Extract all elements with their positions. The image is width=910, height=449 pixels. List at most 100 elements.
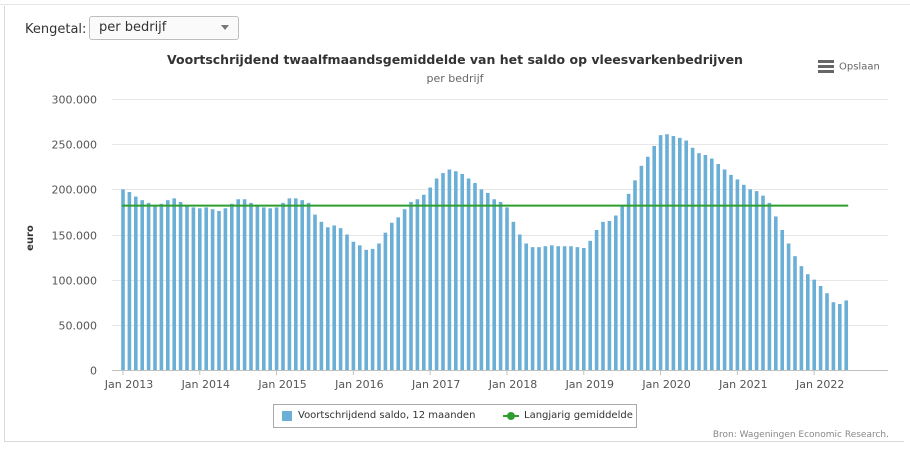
bar[interactable] bbox=[230, 203, 234, 370]
bar[interactable] bbox=[530, 247, 535, 370]
bar[interactable] bbox=[185, 205, 189, 370]
bar[interactable] bbox=[729, 174, 733, 370]
bar[interactable] bbox=[217, 211, 221, 370]
bar[interactable] bbox=[402, 209, 407, 370]
bar[interactable] bbox=[518, 234, 522, 371]
bar[interactable] bbox=[428, 187, 432, 370]
bar[interactable] bbox=[671, 136, 676, 370]
bar[interactable] bbox=[761, 195, 765, 370]
bar[interactable] bbox=[844, 300, 848, 370]
bar[interactable] bbox=[326, 227, 330, 370]
bar[interactable] bbox=[447, 169, 452, 370]
bar[interactable] bbox=[454, 171, 458, 370]
bar[interactable] bbox=[255, 205, 260, 370]
bar[interactable] bbox=[838, 304, 842, 370]
bar[interactable] bbox=[697, 153, 701, 370]
bar[interactable] bbox=[601, 221, 605, 370]
bar[interactable] bbox=[786, 243, 791, 370]
bar[interactable] bbox=[614, 215, 618, 370]
legend-item-saldo[interactable]: Voortschrijdend saldo, 12 maanden bbox=[282, 410, 475, 421]
bar[interactable] bbox=[633, 180, 637, 370]
bar[interactable] bbox=[345, 234, 349, 371]
bar[interactable] bbox=[198, 208, 202, 370]
bar[interactable] bbox=[153, 205, 157, 370]
bar[interactable] bbox=[268, 208, 272, 370]
bar[interactable] bbox=[262, 207, 266, 370]
bar[interactable] bbox=[319, 221, 324, 370]
bar[interactable] bbox=[191, 207, 196, 370]
bar[interactable] bbox=[748, 189, 752, 370]
bar[interactable] bbox=[812, 279, 816, 370]
bar[interactable] bbox=[306, 202, 311, 370]
bar[interactable] bbox=[780, 229, 784, 370]
bar[interactable] bbox=[121, 189, 125, 370]
bar[interactable] bbox=[607, 220, 612, 370]
bar[interactable] bbox=[498, 201, 503, 370]
bar[interactable] bbox=[178, 201, 183, 370]
bar[interactable] bbox=[441, 173, 445, 370]
bar[interactable] bbox=[652, 145, 656, 370]
bar[interactable] bbox=[146, 202, 151, 370]
bar[interactable] bbox=[281, 202, 285, 370]
bar[interactable] bbox=[505, 207, 509, 370]
bar[interactable] bbox=[127, 192, 132, 370]
bar[interactable] bbox=[479, 189, 484, 370]
bar[interactable] bbox=[249, 202, 253, 370]
bar[interactable] bbox=[415, 199, 420, 370]
kengetal-select[interactable]: per bedrijf bbox=[89, 16, 239, 40]
bar[interactable] bbox=[562, 246, 567, 370]
bar[interactable] bbox=[537, 247, 541, 370]
bar[interactable] bbox=[364, 249, 368, 370]
bar[interactable] bbox=[434, 178, 439, 370]
bar[interactable] bbox=[569, 246, 573, 370]
bar[interactable] bbox=[172, 198, 176, 370]
bar[interactable] bbox=[159, 203, 164, 370]
bar[interactable] bbox=[409, 201, 413, 370]
bar[interactable] bbox=[370, 248, 375, 370]
bar[interactable] bbox=[646, 156, 650, 370]
bar[interactable] bbox=[665, 134, 669, 370]
bar[interactable] bbox=[678, 137, 682, 370]
bar[interactable] bbox=[166, 200, 170, 370]
bar[interactable] bbox=[550, 245, 554, 370]
bar[interactable] bbox=[236, 199, 240, 370]
bar[interactable] bbox=[658, 135, 663, 370]
bar[interactable] bbox=[338, 228, 343, 370]
legend-item-gemiddelde[interactable]: Langjarig gemiddelde bbox=[503, 410, 633, 421]
bar[interactable] bbox=[486, 192, 490, 370]
bar[interactable] bbox=[377, 243, 381, 370]
bar[interactable] bbox=[492, 199, 496, 370]
bar[interactable] bbox=[274, 207, 279, 370]
bar[interactable] bbox=[767, 202, 772, 370]
bar[interactable] bbox=[722, 169, 727, 370]
bar[interactable] bbox=[710, 158, 714, 370]
bar[interactable] bbox=[799, 266, 804, 370]
bar[interactable] bbox=[358, 245, 362, 370]
bar[interactable] bbox=[774, 216, 778, 370]
bar[interactable] bbox=[806, 274, 810, 370]
bar[interactable] bbox=[332, 225, 336, 370]
bar[interactable] bbox=[294, 198, 298, 370]
bar[interactable] bbox=[626, 193, 631, 370]
bar[interactable] bbox=[575, 247, 580, 370]
bar[interactable] bbox=[390, 222, 394, 370]
bar[interactable] bbox=[473, 183, 477, 370]
bar[interactable] bbox=[556, 246, 560, 370]
bar[interactable] bbox=[242, 199, 247, 370]
bar[interactable] bbox=[210, 209, 215, 370]
bar[interactable] bbox=[351, 241, 356, 370]
bar[interactable] bbox=[594, 229, 599, 370]
bar[interactable] bbox=[204, 207, 208, 370]
bar[interactable] bbox=[223, 208, 228, 370]
bar[interactable] bbox=[793, 256, 797, 370]
bar[interactable] bbox=[140, 200, 144, 370]
bar[interactable] bbox=[735, 179, 740, 370]
bar[interactable] bbox=[690, 147, 695, 370]
bar[interactable] bbox=[754, 191, 759, 370]
bar[interactable] bbox=[831, 302, 836, 370]
bar[interactable] bbox=[460, 173, 464, 370]
bar[interactable] bbox=[620, 205, 624, 370]
bar[interactable] bbox=[639, 165, 644, 370]
bar[interactable] bbox=[300, 200, 304, 370]
bar[interactable] bbox=[383, 232, 388, 370]
